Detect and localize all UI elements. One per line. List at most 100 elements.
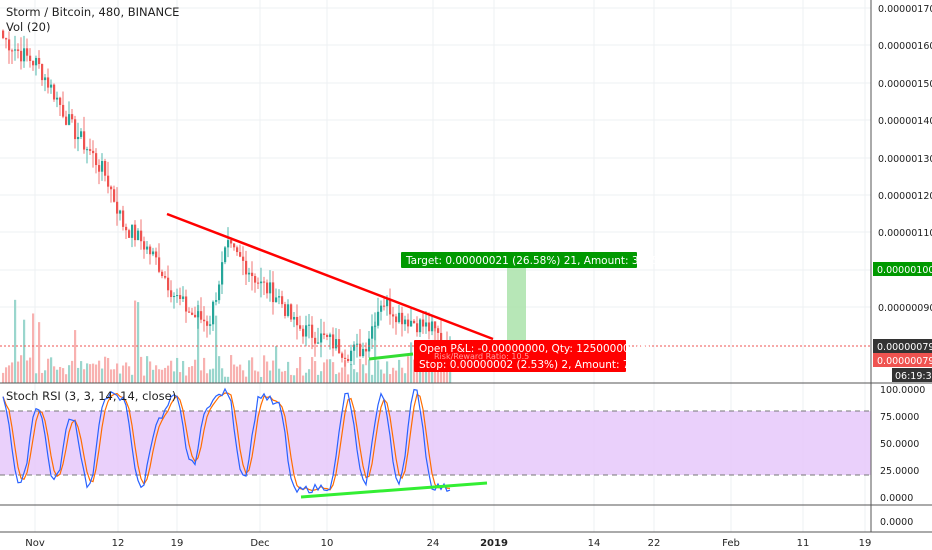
price-tick-label: 0.00000150 <box>878 79 932 90</box>
time-tick-label: 2019 <box>480 538 508 549</box>
volume-bar <box>329 359 332 383</box>
rsi-support-line[interactable] <box>300 481 488 499</box>
candle-body <box>362 348 365 357</box>
candle-body <box>413 320 416 324</box>
price-tick-label: 0.00000140 <box>878 116 932 127</box>
candle-body <box>302 328 305 337</box>
volume-bar <box>380 369 383 383</box>
price-tick-label: 0.00000090 <box>878 303 932 314</box>
svg-text:Risk/Reward Ratio: 10.5: Risk/Reward Ratio: 10.5 <box>434 352 529 361</box>
volume-bar <box>143 375 146 383</box>
volume-bar <box>206 373 209 383</box>
volume-bar <box>74 330 77 383</box>
volume-bar <box>110 369 113 383</box>
svg-text:0.00000100: 0.00000100 <box>877 265 932 276</box>
candle-body <box>98 165 101 172</box>
volume-bar <box>155 365 158 383</box>
volume-bar <box>293 375 296 383</box>
volume-bar <box>149 361 152 383</box>
candle-body <box>257 282 260 284</box>
time-tick-label: 10 <box>321 538 334 549</box>
price-support-line[interactable] <box>368 352 414 361</box>
candle-body <box>125 226 128 231</box>
volume-bar <box>137 302 140 383</box>
volume-bar <box>239 364 242 383</box>
volume-bar <box>407 356 410 383</box>
candle-body <box>278 296 281 298</box>
candle-body <box>191 312 194 315</box>
candle-body <box>32 60 35 66</box>
candle-body <box>260 281 263 284</box>
volume-bar <box>77 367 80 383</box>
volume-bar <box>128 366 131 383</box>
volume-bar <box>443 362 446 383</box>
volume-bar <box>5 367 8 383</box>
volume-bar <box>119 373 122 383</box>
volume-bar <box>404 373 407 383</box>
volume-bar <box>314 361 317 383</box>
stoch-rsi-title: Stoch RSI (3, 3, 14, 14, close) <box>6 389 176 403</box>
volume-bar <box>323 362 326 383</box>
descending-trendline[interactable] <box>166 212 494 341</box>
rsi-axis-ticks: 100.0000 75.0000 50.0000 25.0000 0.0000 0.000… <box>880 385 925 528</box>
volume-bar <box>245 376 248 383</box>
candle-body <box>377 311 380 326</box>
volume-bar <box>200 370 203 383</box>
candle-body <box>131 224 134 238</box>
risk-reward-annotation[interactable]: Open P&L: -0.00000000, Qty: 12500000000 … <box>414 340 650 372</box>
volume-bar <box>347 374 350 383</box>
volume-bar <box>335 374 338 383</box>
candle-body <box>197 311 200 318</box>
candle-body <box>356 343 359 345</box>
volume-bar <box>98 360 101 383</box>
volume-bar <box>296 368 299 383</box>
candle-body <box>428 322 431 332</box>
volume-bar <box>35 373 38 383</box>
price-tick-label: 0.00000170 <box>878 4 932 15</box>
candle-body <box>233 243 236 248</box>
volume-bar <box>41 372 44 383</box>
candle-body <box>101 161 104 172</box>
candle-body <box>305 325 308 337</box>
candle-body <box>110 186 113 190</box>
candle-body <box>386 299 389 307</box>
candle-body <box>422 319 425 327</box>
candle-body <box>329 334 332 337</box>
volume-bar <box>272 360 275 383</box>
volume-label: Vol (20) <box>6 20 50 34</box>
target-annotation[interactable]: Target: 0.00000021 (26.58%) 21, Amount: … <box>401 252 659 268</box>
volume-bar <box>161 369 164 383</box>
volume-bar <box>392 367 395 383</box>
candle-body <box>80 131 83 137</box>
candle-body <box>272 282 275 303</box>
volume-bar <box>221 368 224 383</box>
volume-bar <box>179 372 182 383</box>
volume-bar <box>50 357 53 383</box>
candle-body <box>59 97 62 105</box>
time-tick-label: 14 <box>588 538 601 549</box>
volume-bar <box>305 372 308 383</box>
candle-body <box>173 296 176 298</box>
volume-bar <box>437 361 440 383</box>
volume-bar <box>269 370 272 383</box>
volume-bar <box>104 356 107 383</box>
volume-bar <box>203 357 206 383</box>
candle-body <box>2 30 5 39</box>
candle-body <box>206 321 209 326</box>
candle-body <box>290 304 293 320</box>
svg-text:Target: 0.00000021 (26.58%) 21: Target: 0.00000021 (26.58%) 21, Amount: … <box>405 255 659 267</box>
candle-body <box>74 119 77 140</box>
volume-bar <box>170 360 173 383</box>
candle-body <box>314 337 317 344</box>
volume-bar <box>428 371 431 383</box>
volume-bar <box>377 360 380 383</box>
time-tick-label: Nov <box>25 538 45 549</box>
candle-body <box>29 55 32 61</box>
price-tick-label: 0.00000110 <box>878 228 932 239</box>
volume-bar <box>227 376 230 383</box>
candle-body <box>374 325 377 327</box>
volume-bar <box>278 368 281 383</box>
volume-bar <box>425 371 428 383</box>
volume-bar <box>122 365 125 383</box>
